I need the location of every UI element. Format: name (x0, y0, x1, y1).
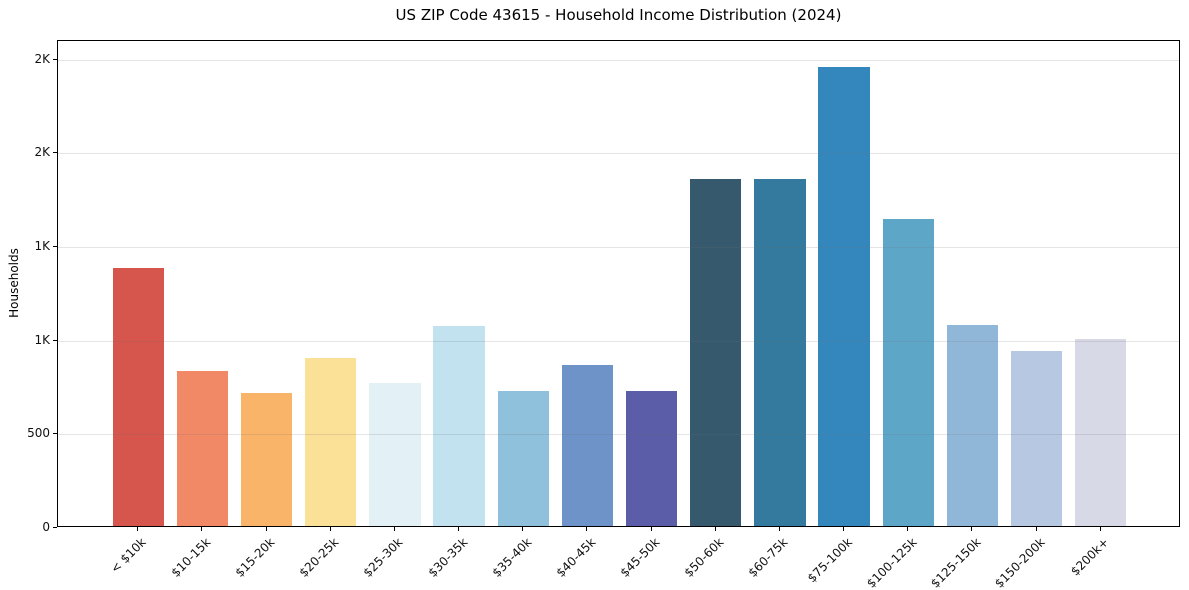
x-tick-label: $125-150k (927, 535, 984, 590)
y-tick-label: 500 (27, 426, 50, 441)
x-tick-label: $25-30k (360, 535, 406, 580)
bar-20-25k (305, 358, 357, 526)
bar-35-40k (497, 391, 549, 526)
y-axis-label: Households (7, 248, 21, 318)
x-tick-label: $30-35k (425, 535, 470, 580)
bar-75-100k (818, 67, 870, 526)
x-tick-label: $35-40k (489, 535, 535, 580)
chart-title: US ZIP Code 43615 - Household Income Dis… (395, 6, 842, 24)
gridline-1500 (58, 247, 1179, 249)
x-tick-mark (265, 527, 267, 531)
plot-area (57, 40, 1180, 527)
y-tick-label: 0 (42, 520, 50, 534)
bar-15-20k (240, 393, 293, 526)
bar-10-15k (176, 370, 229, 526)
x-tick-label: $45-50k (617, 535, 663, 580)
y-tick-label: 2K (34, 145, 50, 160)
x-tick-mark (650, 527, 652, 531)
x-tick-label: $75-100k (804, 535, 855, 586)
x-tick-label: $100-125k (863, 535, 920, 590)
x-tick-mark (393, 527, 395, 531)
bar-200k (1075, 338, 1127, 526)
bar-25-30k (369, 382, 421, 526)
gridline-2000 (58, 153, 1179, 155)
x-tick-mark (522, 527, 524, 531)
x-tick-mark (329, 527, 331, 531)
x-tick-label: $50-60k (681, 535, 727, 580)
x-tick-mark (137, 527, 139, 531)
gridline-2500 (58, 59, 1179, 61)
x-tick-label: $20-25k (296, 535, 342, 580)
bar-10k (112, 267, 164, 526)
x-tick-mark (458, 527, 460, 531)
x-tick-label: $15-20k (232, 535, 278, 580)
y-tick-mark (53, 339, 57, 341)
bar-30-35k (433, 325, 485, 526)
y-tick-mark (53, 246, 57, 248)
x-tick-mark (907, 527, 909, 531)
bar-60-75k (754, 179, 806, 526)
gridline-1000 (58, 340, 1179, 342)
x-tick-mark (586, 527, 588, 531)
x-tick-mark (843, 527, 845, 531)
x-tick-mark (1035, 527, 1037, 531)
x-tick-mark (201, 527, 203, 531)
x-tick-label: < $10k (108, 535, 150, 576)
y-tick-label: 2K (34, 51, 50, 66)
bar-50-60k (690, 178, 742, 526)
x-tick-label: $60-75k (745, 535, 791, 580)
bar-125-150k (946, 324, 999, 526)
x-tick-mark (1099, 527, 1101, 531)
gridline-500 (58, 434, 1179, 436)
x-tick-label: $40-45k (553, 535, 599, 580)
x-tick-label: $200k+ (1068, 535, 1112, 579)
y-tick-mark (53, 433, 57, 435)
x-tick-label: $10-15k (168, 535, 214, 580)
x-tick-mark (714, 527, 716, 531)
y-tick-mark (53, 58, 57, 60)
x-tick-mark (971, 527, 973, 531)
bar-45-50k (625, 391, 678, 526)
bar-40-45k (561, 364, 614, 526)
y-tick-label: 1K (34, 332, 50, 347)
bar-150-200k (1010, 350, 1063, 526)
bar-100-125k (882, 218, 934, 526)
y-tick-label: 1K (34, 239, 50, 254)
x-tick-label: $150-200k (991, 535, 1048, 590)
y-tick-mark (53, 152, 57, 154)
x-tick-mark (778, 527, 780, 531)
y-tick-mark (53, 527, 57, 528)
